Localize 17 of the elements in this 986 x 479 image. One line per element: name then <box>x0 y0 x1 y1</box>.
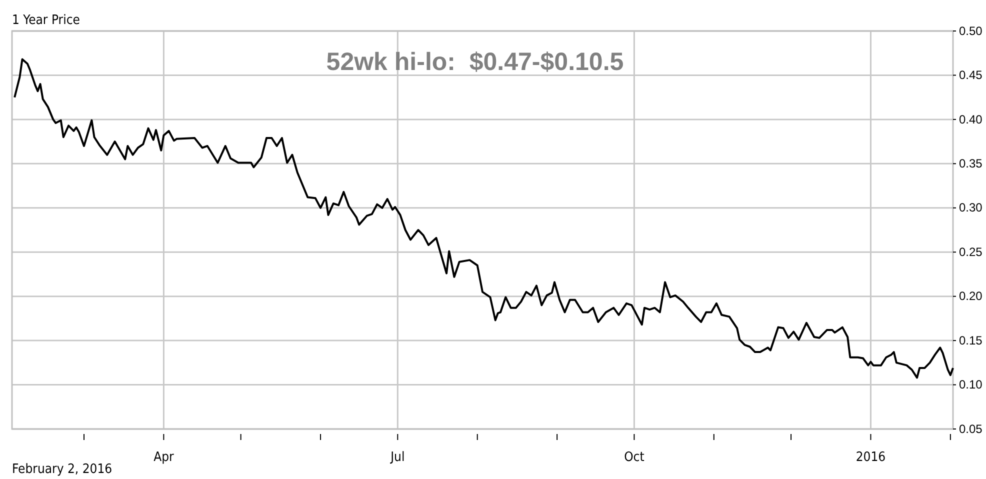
x-tick-label: Jul <box>390 450 405 466</box>
y-tick-label: 0.45 <box>959 68 983 82</box>
y-tick-label: 0.50 <box>959 24 983 38</box>
y-tick-label: 0.15 <box>959 333 983 348</box>
y-tick-label: 0.35 <box>959 156 983 171</box>
y-tick-label: 0.05 <box>959 422 983 436</box>
y-tick-label: 0.25 <box>959 244 983 259</box>
annotation: 52wk hi-lo: $0.47-$0.10.5 <box>326 48 624 76</box>
chart-title: 1 Year Price <box>12 13 80 28</box>
y-tick-label: 0.10 <box>959 378 983 392</box>
y-tick-label: 0.20 <box>959 289 983 304</box>
y-tick-label: 0.40 <box>959 112 983 126</box>
x-tick-label: Apr <box>154 450 174 466</box>
x-tick-label: Oct <box>624 450 645 466</box>
y-tick-label: 0.30 <box>959 200 983 215</box>
text: February 2, 2016 <box>12 462 112 477</box>
x-tick-label: 2016 <box>856 450 886 466</box>
